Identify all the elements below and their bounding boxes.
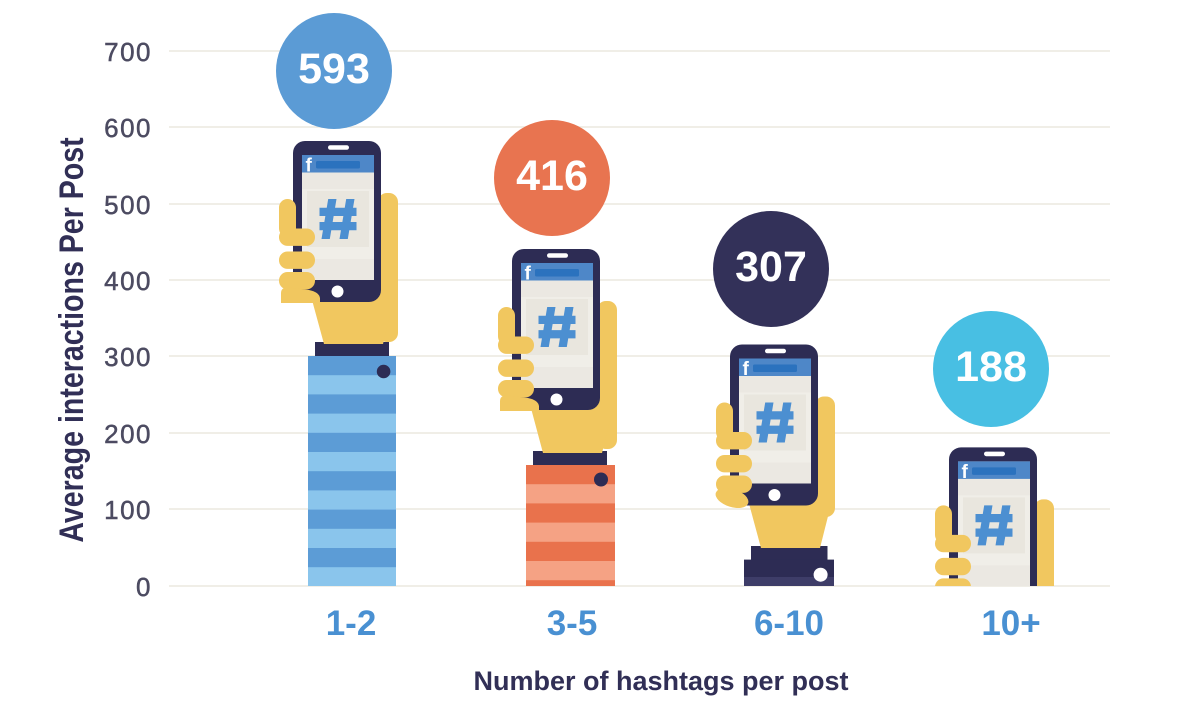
svg-text:f: f <box>525 264 532 285</box>
svg-text:f: f <box>306 156 313 177</box>
svg-text:f: f <box>962 462 969 483</box>
svg-text:f: f <box>743 359 750 380</box>
